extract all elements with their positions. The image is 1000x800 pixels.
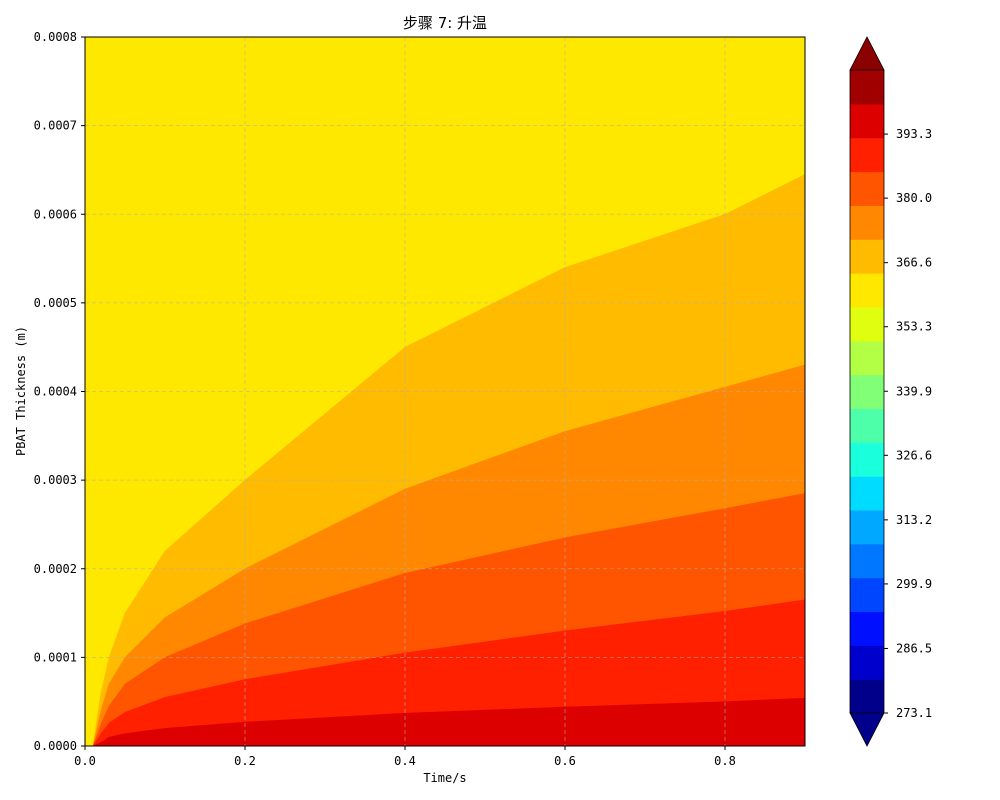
chart-title: 步骤 7: 升温: [403, 14, 487, 32]
plot-area: [85, 37, 805, 746]
colorbar-segment: [850, 543, 884, 579]
colorbar-tick-label: 366.6: [896, 256, 932, 270]
x-tick-label: 0.8: [714, 754, 736, 768]
colorbar-tick-label: 339.9: [896, 384, 932, 398]
colorbar-segment: [850, 273, 884, 308]
colorbar-tick-label: 313.2: [896, 513, 932, 527]
x-axis-label: Time/s: [423, 771, 466, 785]
colorbar-segment: [850, 205, 884, 240]
colorbar-segment: [850, 577, 884, 613]
colorbar-tick-label: 393.3: [896, 127, 932, 141]
colorbar-segment: [850, 340, 884, 376]
y-axis-label: PBAT Thickness (m): [14, 326, 28, 456]
colorbar-tick-label: 286.5: [896, 641, 932, 655]
x-tick-label: 0.4: [394, 754, 416, 768]
y-tick-label: 0.0005: [34, 296, 77, 310]
colorbar-segment: [850, 509, 884, 545]
y-tick-label: 0.0008: [34, 30, 77, 44]
y-axis: 0.0000 0.0001 0.0002 0.0003 0.0004 0.0005 0.00…: [34, 30, 85, 753]
colorbar-segment: [850, 611, 884, 646]
y-tick-label: 0.0002: [34, 562, 77, 576]
colorbar-segment: [850, 70, 884, 105]
colorbar-under-arrow: [849, 712, 885, 747]
colorbar-segment: [850, 442, 884, 477]
colorbar-segment: [850, 306, 884, 342]
y-tick-label: 0.0006: [34, 207, 77, 221]
colorbar-segment: [850, 679, 884, 714]
colorbar-segment: [850, 476, 884, 511]
colorbar-tick-label: 326.6: [896, 448, 932, 462]
colorbar: 273.1 286.5 299.9 313.2 326.6 339.9 353.3 366.6…: [849, 36, 932, 747]
colorbar-tick-label: 273.1: [896, 706, 932, 720]
x-tick-label: 0.0: [74, 754, 96, 768]
colorbar-segment: [850, 171, 884, 206]
colorbar-segment: [850, 374, 884, 410]
contour-band-5: [85, 697, 805, 746]
colorbar-segment: [850, 137, 884, 173]
colorbar-over-arrow: [849, 36, 885, 71]
colorbar-segment: [850, 239, 884, 274]
colorbar-tick-label: 353.3: [896, 320, 932, 334]
y-tick-label: 0.0001: [34, 650, 77, 664]
y-tick-label: 0.0003: [34, 473, 77, 487]
x-tick-label: 0.2: [234, 754, 256, 768]
colorbar-segment: [850, 103, 884, 139]
colorbar-segment: [850, 408, 884, 443]
y-tick-label: 0.0000: [34, 739, 77, 753]
colorbar-tick-label: 299.9: [896, 577, 932, 591]
y-tick-label: 0.0007: [34, 119, 77, 133]
x-tick-label: 0.6: [554, 754, 576, 768]
colorbar-tick-label: 380.0: [896, 191, 932, 205]
y-tick-label: 0.0004: [34, 385, 77, 399]
x-axis: 0.0 0.2 0.4 0.6 0.8: [74, 746, 736, 768]
grid: [85, 37, 805, 746]
colorbar-segment: [850, 645, 884, 680]
